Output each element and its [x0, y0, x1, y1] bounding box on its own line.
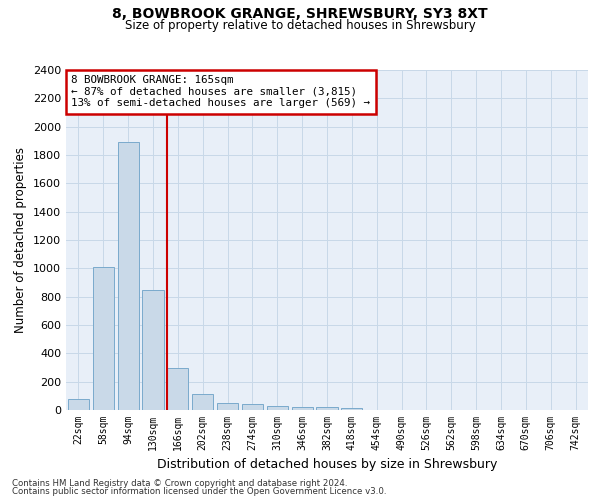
Text: Contains public sector information licensed under the Open Government Licence v3: Contains public sector information licen…: [12, 487, 386, 496]
Text: 8 BOWBROOK GRANGE: 165sqm
← 87% of detached houses are smaller (3,815)
13% of se: 8 BOWBROOK GRANGE: 165sqm ← 87% of detac…: [71, 75, 370, 108]
Bar: [242, 404, 263, 410]
Bar: [292, 407, 313, 410]
Bar: [316, 407, 338, 410]
Text: Contains HM Land Registry data © Crown copyright and database right 2024.: Contains HM Land Registry data © Crown c…: [12, 478, 347, 488]
Bar: [142, 290, 164, 410]
Y-axis label: Number of detached properties: Number of detached properties: [14, 147, 28, 333]
X-axis label: Distribution of detached houses by size in Shrewsbury: Distribution of detached houses by size …: [157, 458, 497, 471]
Bar: [217, 403, 238, 410]
Text: 8, BOWBROOK GRANGE, SHREWSBURY, SY3 8XT: 8, BOWBROOK GRANGE, SHREWSBURY, SY3 8XT: [112, 8, 488, 22]
Bar: [167, 368, 188, 410]
Bar: [68, 398, 89, 410]
Bar: [267, 406, 288, 410]
Bar: [118, 142, 139, 410]
Text: Size of property relative to detached houses in Shrewsbury: Size of property relative to detached ho…: [125, 18, 475, 32]
Bar: [93, 267, 114, 410]
Bar: [192, 394, 213, 410]
Bar: [341, 408, 362, 410]
